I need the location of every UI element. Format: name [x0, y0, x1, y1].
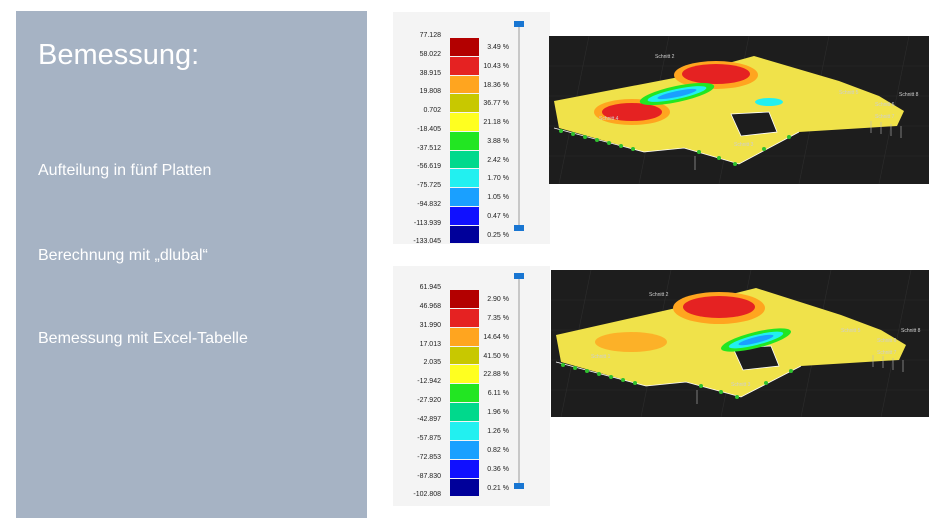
legend-color-band — [450, 113, 479, 131]
slide-text-panel: Bemessung: Aufteilung in fünf Platten Be… — [16, 11, 367, 518]
legend-color-band — [450, 94, 479, 112]
section-label: Schnitt 7 — [877, 350, 897, 356]
section-label: Schnitt 2 — [655, 54, 675, 60]
legend-color-band — [450, 75, 479, 94]
section-label: Schnitt 6 — [877, 338, 897, 344]
legend-value-label: 2.035 — [423, 359, 441, 367]
bullet-item: Bemessung mit Excel-Tabelle — [38, 330, 248, 347]
legend-percent-label: 3.49 % — [487, 44, 509, 51]
legend-percent-label: 7.35 % — [487, 314, 509, 322]
legend-value-label: -18.405 — [417, 125, 441, 133]
legend-color-band — [450, 422, 479, 440]
legend-value-label: 0.702 — [423, 107, 441, 114]
section-label: Schnitt 3 — [734, 142, 754, 148]
bullet-item: Aufteilung in fünf Platten — [38, 162, 212, 179]
section-label: Schnitt 2 — [649, 292, 669, 298]
section-label: Schnitt 8 — [901, 328, 921, 334]
legend-color-band — [450, 225, 479, 244]
legend-value-label: -37.512 — [417, 144, 441, 152]
slide-title: Bemessung: — [38, 39, 200, 71]
section-label: Schnitt 7 — [875, 114, 895, 120]
legend-percent-label: 14.64 % — [483, 333, 509, 341]
legend-value-label: -27.920 — [417, 397, 441, 405]
legend-percent-label: 0.25 % — [487, 231, 509, 239]
legend-value-label: 58.022 — [419, 50, 441, 58]
legend-value-label: -57.875 — [417, 434, 441, 442]
legend-color-band — [450, 38, 479, 56]
section-label: Schnitt 6 — [875, 102, 895, 108]
section-label: Schnitt 8 — [899, 92, 919, 98]
legend-color-band — [450, 440, 479, 459]
legend-color-band — [450, 327, 479, 346]
legend-percent-label: 3.88 % — [487, 137, 509, 145]
legend-value-label: -56.619 — [417, 163, 441, 171]
legend-percent-label: 6.11 % — [487, 390, 509, 398]
legend-value-label: -87.830 — [417, 472, 441, 480]
legend-value-label: -102.808 — [413, 491, 441, 499]
range-slider-track[interactable] — [518, 24, 520, 228]
legend-color-band — [450, 290, 479, 308]
legend-percent-label: 18.36 % — [483, 81, 509, 89]
slab-surface — [554, 56, 904, 164]
legend-percent-label: 41.50 % — [483, 352, 509, 360]
legend-value-label: 38.915 — [419, 69, 441, 77]
legend-color-band — [450, 365, 479, 384]
legend-value-label: 17.013 — [419, 340, 441, 348]
legend-percent-label: 1.05 % — [487, 194, 509, 201]
legend-value-label: -12.942 — [417, 378, 441, 386]
legend-color-band — [450, 131, 479, 150]
range-slider-handle-max[interactable] — [514, 273, 524, 279]
legend-color-band — [450, 308, 479, 327]
legend-value-label: 77.128 — [419, 32, 441, 39]
legend-value-label: -75.725 — [417, 182, 441, 189]
section-label: Schnitt 5 — [841, 328, 861, 334]
legend-value-label: 19.808 — [419, 88, 441, 96]
legend-color-band — [450, 346, 479, 365]
legend-percent-label: 1.96 % — [487, 409, 509, 417]
legend-percent-label: 0.82 % — [487, 446, 509, 454]
legend-color-band — [450, 169, 479, 187]
legend-value-label: -42.897 — [417, 416, 441, 424]
legend-value-label: 46.968 — [419, 302, 441, 310]
plate-model-render-top: Schnitt 2 Schnitt 4 Schnitt 5 Schnitt 6 … — [549, 36, 929, 184]
legend-color-band — [450, 403, 479, 422]
legend-value-label: 61.945 — [419, 284, 441, 291]
legend-color-band — [450, 478, 479, 497]
section-label: Schnitt 3 — [731, 382, 751, 388]
section-label: Schnitt 4 — [599, 116, 619, 122]
legend-color-band — [450, 56, 479, 75]
range-slider-handle-min[interactable] — [514, 483, 524, 489]
section-label: Schnitt 5 — [839, 90, 859, 96]
color-scale-legend-bottom: 61.945 46.968 31.990 17.013 2.035 -12.942 -27.… — [393, 266, 550, 506]
legend-percent-label: 0.36 % — [487, 465, 509, 473]
legend-percent-label: 2.90 % — [487, 296, 509, 303]
legend-percent-label: 36.77 % — [483, 100, 509, 108]
legend-percent-label: 1.26 % — [487, 428, 509, 436]
legend-percent-label: 22.88 % — [483, 371, 509, 379]
legend-color-band — [450, 188, 479, 206]
legend-percent-label: 10.43 % — [483, 62, 509, 70]
legend-percent-label: 2.42 % — [487, 156, 509, 164]
range-slider-track[interactable] — [518, 276, 520, 486]
plate-model-render-bottom: Schnitt 2 Schnitt 1 Schnitt 5 Schnitt 6 … — [551, 270, 929, 417]
legend-percent-label: 0.21 % — [487, 484, 509, 492]
legend-color-band — [450, 206, 479, 225]
legend-percent-label: 1.70 % — [487, 175, 509, 183]
legend-value-label: -113.939 — [413, 219, 441, 227]
legend-value-label: -72.853 — [417, 453, 441, 461]
legend-value-label: -133.045 — [413, 238, 441, 246]
legend-color-band — [450, 459, 479, 478]
color-scale-legend-top: 77.128 58.022 38.915 19.808 0.702 -18.405 -37.… — [393, 12, 550, 246]
legend-percent-label: 0.47 % — [487, 212, 509, 220]
legend-value-label: 31.990 — [419, 321, 441, 329]
range-slider-handle-min[interactable] — [514, 225, 524, 231]
bullet-item: Berechnung mit „dlubal“ — [38, 247, 208, 264]
range-slider-handle-max[interactable] — [514, 21, 524, 27]
slab-opening — [730, 111, 778, 137]
legend-percent-label: 21.18 % — [483, 119, 509, 126]
legend-color-band — [450, 150, 479, 169]
section-label: Schnitt 1 — [591, 354, 611, 360]
legend-color-band — [450, 384, 479, 403]
legend-value-label: -94.832 — [417, 200, 441, 208]
